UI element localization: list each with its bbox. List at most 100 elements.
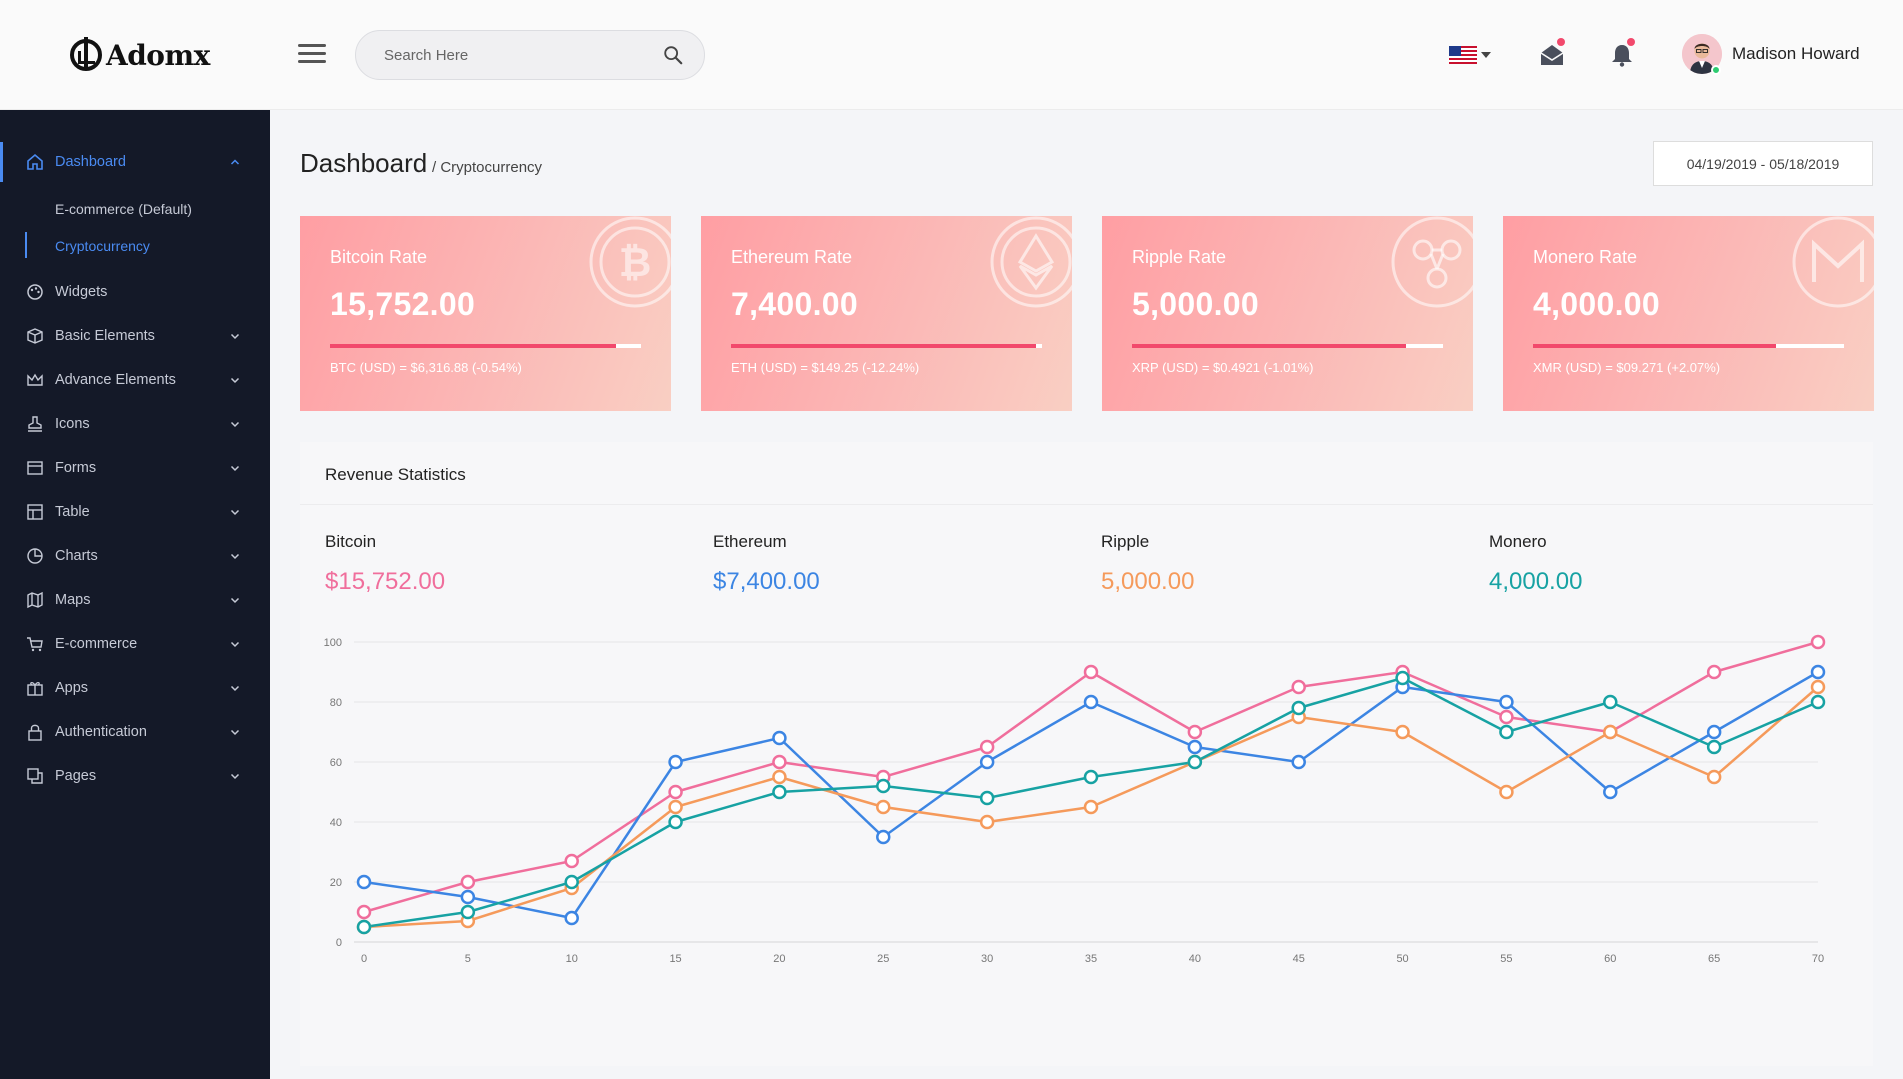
- series-3-point: [979, 790, 995, 806]
- series-3-point: [1499, 724, 1514, 740]
- y-tick-label: 40: [330, 817, 342, 829]
- revenue-line-chart: 0 20 40 60 80 100 0 5 10 15 20 25 30 35 40 45 50 55 60 65 70: [324, 634, 1826, 965]
- y-tick-label: 60: [330, 757, 342, 769]
- series-3-point: [1603, 694, 1618, 710]
- series-1-point: [1187, 739, 1203, 755]
- sidebar-item-label: Icons: [55, 416, 90, 432]
- map-icon: [27, 591, 43, 609]
- sidebar-item-icons[interactable]: Icons: [0, 404, 270, 444]
- pie-icon: [27, 548, 43, 564]
- sidebar-item-dashboard[interactable]: Dashboard: [0, 142, 270, 182]
- us-flag-icon[interactable]: [1449, 46, 1477, 64]
- hamburger-icon[interactable]: [298, 44, 326, 64]
- rate-title: Bitcoin Rate: [330, 247, 428, 267]
- sidebar-item-table[interactable]: Table: [0, 492, 270, 532]
- rate-conversion: BTC (USD) = $6,316.88 (-0.54%): [330, 360, 522, 375]
- series-0-point: [979, 739, 995, 755]
- ripple-rate-card: Ripple Rate 5,000.00 XRP (USD) = $0.4921…: [1102, 216, 1473, 411]
- sidebar-item-label: Authentication: [55, 724, 147, 740]
- series-3-point: [1395, 670, 1410, 686]
- ethereum-rate-card: Ethereum Rate 7,400.00 ETH (USD) = $149.…: [701, 216, 1072, 411]
- search-box: [355, 30, 705, 80]
- sidebar-item-pages[interactable]: Pages: [0, 756, 270, 796]
- sidebar-item-label: Forms: [55, 460, 97, 476]
- sidebar-item-label: Dashboard: [55, 154, 126, 170]
- series-2-point: [1395, 724, 1410, 740]
- breadcrumb[interactable]: / Cryptocurrency: [432, 159, 543, 176]
- chevron-down-icon: [230, 773, 240, 780]
- revenue-statistics-panel: Revenue Statistics Bitcoin $15,752.00 Et…: [300, 442, 1873, 1066]
- rate-progress-fill: [731, 344, 1036, 348]
- series-3-point: [772, 784, 787, 800]
- rate-progress-fill: [330, 344, 617, 348]
- rate-progress-bar: [1132, 344, 1443, 348]
- sidebar-item-widgets[interactable]: Widgets: [0, 272, 270, 312]
- rate-conversion: XMR (USD) = $09.271 (+2.07%): [1533, 360, 1721, 375]
- chevron-down-icon: [230, 553, 240, 560]
- panel-title: Revenue Statistics: [325, 465, 466, 484]
- x-tick-label: 20: [773, 953, 785, 965]
- series-2-point: [1083, 799, 1099, 815]
- chevron-down-icon: [230, 641, 240, 648]
- brand-logo[interactable]: Adomx: [70, 36, 210, 74]
- series-0-point: [1706, 664, 1722, 680]
- sidebar-item-forms[interactable]: Forms: [0, 448, 270, 488]
- series-0-point: [1810, 634, 1826, 650]
- series-3-point: [356, 919, 372, 935]
- rate-progress-bar: [330, 344, 641, 348]
- sidebar-item-basic-elements[interactable]: Basic Elements: [0, 316, 270, 356]
- stat-value-monero: 4,000.00: [1489, 568, 1583, 595]
- search-input[interactable]: [384, 31, 654, 79]
- date-range-picker[interactable]: 04/19/2019 - 05/18/2019: [1653, 141, 1873, 186]
- series-2-point: [876, 799, 891, 815]
- active-subitem-indicator: [25, 232, 27, 258]
- sidebar-item-ecommerce[interactable]: E-commerce: [0, 624, 270, 664]
- search-icon[interactable]: [662, 44, 684, 66]
- series-1-point: [1291, 754, 1306, 770]
- rate-title: Ripple Rate: [1132, 247, 1227, 267]
- sidebar: Dashboard E-commerce (Default) Cryptocur…: [0, 110, 270, 1079]
- stat-value-ripple: 5,000.00: [1101, 568, 1195, 595]
- series-3-point: [876, 778, 891, 794]
- home-icon: [27, 153, 43, 170]
- bitcoin-rate-card: ₿ Bitcoin Rate 15,752.00 BTC (USD) = $6,…: [300, 216, 671, 411]
- x-tick-label: 5: [465, 953, 471, 965]
- series-1-point: [668, 754, 683, 770]
- series-2-point: [668, 799, 683, 815]
- sidebar-subitem-ecommerce-default[interactable]: E-commerce (Default): [55, 201, 192, 217]
- sidebar-item-maps[interactable]: Maps: [0, 580, 270, 620]
- rate-conversion: ETH (USD) = $149.25 (-12.24%): [731, 360, 920, 375]
- x-tick-label: 35: [1085, 953, 1097, 965]
- series-0-point: [1187, 724, 1203, 740]
- user-name[interactable]: Madison Howard: [1732, 44, 1860, 63]
- rate-progress-fill: [1533, 344, 1776, 348]
- mail-icon[interactable]: [1539, 42, 1565, 68]
- stat-value-bitcoin: $15,752.00: [325, 568, 446, 595]
- sidebar-item-label: Apps: [55, 680, 89, 696]
- box-icon: [27, 328, 43, 344]
- sidebar-subitem-cryptocurrency[interactable]: Cryptocurrency: [55, 238, 150, 254]
- sidebar-item-label: Advance Elements: [55, 372, 176, 388]
- x-tick-label: 50: [1396, 953, 1408, 965]
- bell-icon[interactable]: [1609, 42, 1635, 68]
- bitcoin-icon: ₿: [589, 216, 671, 308]
- logo-mark-icon: [70, 37, 102, 71]
- series-3-point: [564, 874, 579, 890]
- x-tick-label: 45: [1293, 953, 1305, 965]
- stat-name-ethereum: Ethereum: [713, 532, 787, 551]
- user-avatar-icon: [1682, 34, 1722, 74]
- sidebar-item-advance-elements[interactable]: Advance Elements: [0, 360, 270, 400]
- rate-value: 4,000.00: [1533, 286, 1660, 322]
- sidebar-item-apps[interactable]: Apps: [0, 668, 270, 708]
- series-3-point: [1706, 739, 1722, 755]
- language-caret-icon[interactable]: [1481, 52, 1491, 58]
- sidebar-item-charts[interactable]: Charts: [0, 536, 270, 576]
- gift-icon: [27, 682, 43, 696]
- y-tick-label: 0: [336, 937, 342, 949]
- chevron-down-icon: [230, 509, 240, 516]
- sidebar-item-authentication[interactable]: Authentication: [0, 712, 270, 752]
- series-3-point: [1083, 769, 1099, 785]
- cart-icon: [27, 637, 43, 652]
- stat-name-monero: Monero: [1489, 532, 1547, 551]
- series-1-point: [979, 754, 995, 770]
